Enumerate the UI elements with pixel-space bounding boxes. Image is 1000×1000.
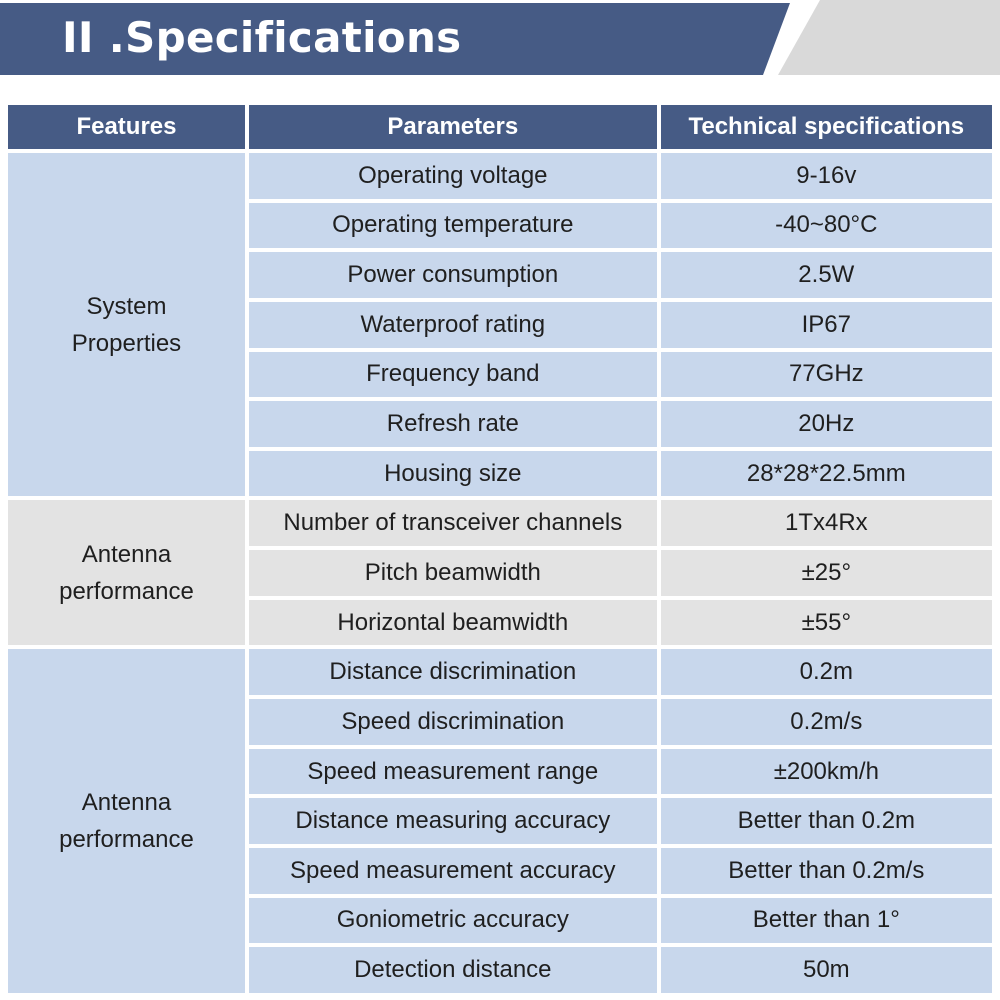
feature-cell-antenna-performance: Antenna performance	[8, 500, 245, 646]
table-row: Frequency band 77GHz	[8, 351, 992, 398]
spec-value-cell: Better than 0.2m	[660, 798, 992, 844]
banner-gray-band	[778, 0, 1000, 75]
feature-label: Antenna performance	[59, 789, 194, 854]
table-row: Horizontal beamwidth ±55°	[8, 599, 992, 646]
spec-value-cell: 0.2m	[660, 649, 992, 696]
spec-value-cell: ±25°	[660, 550, 992, 596]
table-row: Refresh rate 20Hz	[8, 401, 992, 447]
parameter-cell: Speed measurement range	[248, 748, 657, 795]
banner-background	[0, 0, 1000, 75]
table-row: Housing size 28*28*22.5mm	[8, 450, 992, 497]
header-parameters: Parameters	[248, 105, 657, 149]
header-technical-specifications: Technical specifications	[660, 105, 992, 149]
specifications-table: Features Parameters Technical specificat…	[4, 101, 996, 997]
table-row: Power consumption 2.5W	[8, 252, 992, 298]
spec-value-cell: 77GHz	[660, 351, 992, 398]
section-banner: II .Specifications	[0, 0, 1000, 75]
parameter-cell: Operating temperature	[248, 202, 657, 249]
table-row: Waterproof rating IP67	[8, 301, 992, 348]
table-row: Antenna performance Distance discriminat…	[8, 649, 992, 993]
table-row: System Properties Operating voltage 9-16…	[8, 153, 992, 497]
parameter-cell: Waterproof rating	[248, 301, 657, 348]
parameter-cell: Housing size	[248, 450, 657, 497]
spec-value-cell: 9-16v	[660, 153, 992, 199]
spec-value-cell: -40~80°C	[660, 202, 992, 249]
table-row: Goniometric accuracy Better than 1°	[8, 897, 992, 944]
parameter-cell: Operating voltage	[248, 153, 657, 199]
parameter-cell: Number of transceiver channels	[248, 500, 657, 547]
table-row: Speed measurement accuracy Better than 0…	[8, 847, 992, 894]
header-features: Features	[8, 105, 245, 149]
spec-value-cell: IP67	[660, 301, 992, 348]
spec-value-cell: Better than 1°	[660, 897, 992, 944]
parameter-cell: Refresh rate	[248, 401, 657, 447]
parameter-cell: Speed discrimination	[248, 699, 657, 745]
spec-value-cell: 1Tx4Rx	[660, 500, 992, 547]
parameter-cell: Horizontal beamwidth	[248, 599, 657, 646]
parameter-cell: Speed measurement accuracy	[248, 847, 657, 894]
table-row: Pitch beamwidth ±25°	[8, 550, 992, 596]
parameter-cell: Detection distance	[248, 947, 657, 993]
spec-value-cell: ±55°	[660, 599, 992, 646]
spec-value-cell: 20Hz	[660, 401, 992, 447]
spec-value-cell: ±200km/h	[660, 748, 992, 795]
table-row: Detection distance 50m	[8, 947, 992, 993]
feature-label: System Properties	[71, 292, 182, 357]
spec-value-cell: 2.5W	[660, 252, 992, 298]
table-header-row: Features Parameters Technical specificat…	[8, 105, 992, 149]
table-row: Antenna performance Number of transceive…	[8, 500, 992, 646]
table-row: Speed discrimination 0.2m/s	[8, 699, 992, 745]
feature-label: Antenna performance	[59, 540, 194, 605]
parameter-cell: Distance discrimination	[248, 649, 657, 696]
table-row: Speed measurement range ±200km/h	[8, 748, 992, 795]
page-title: II .Specifications	[62, 13, 462, 62]
spec-value-cell: 50m	[660, 947, 992, 993]
parameter-cell: Distance measuring accuracy	[248, 798, 657, 844]
spec-value-cell: 28*28*22.5mm	[660, 450, 992, 497]
feature-cell-antenna-performance-measurement: Antenna performance	[8, 649, 245, 993]
spec-value-cell: 0.2m/s	[660, 699, 992, 745]
table-row: Operating temperature -40~80°C	[8, 202, 992, 249]
parameter-cell: Frequency band	[248, 351, 657, 398]
parameter-cell: Pitch beamwidth	[248, 550, 657, 596]
banner-blue-band	[0, 3, 790, 75]
parameter-cell: Power consumption	[248, 252, 657, 298]
spec-value-cell: Better than 0.2m/s	[660, 847, 992, 894]
feature-cell-system-properties: System Properties	[8, 153, 245, 497]
parameter-cell: Goniometric accuracy	[248, 897, 657, 944]
table-row: Distance measuring accuracy Better than …	[8, 798, 992, 844]
